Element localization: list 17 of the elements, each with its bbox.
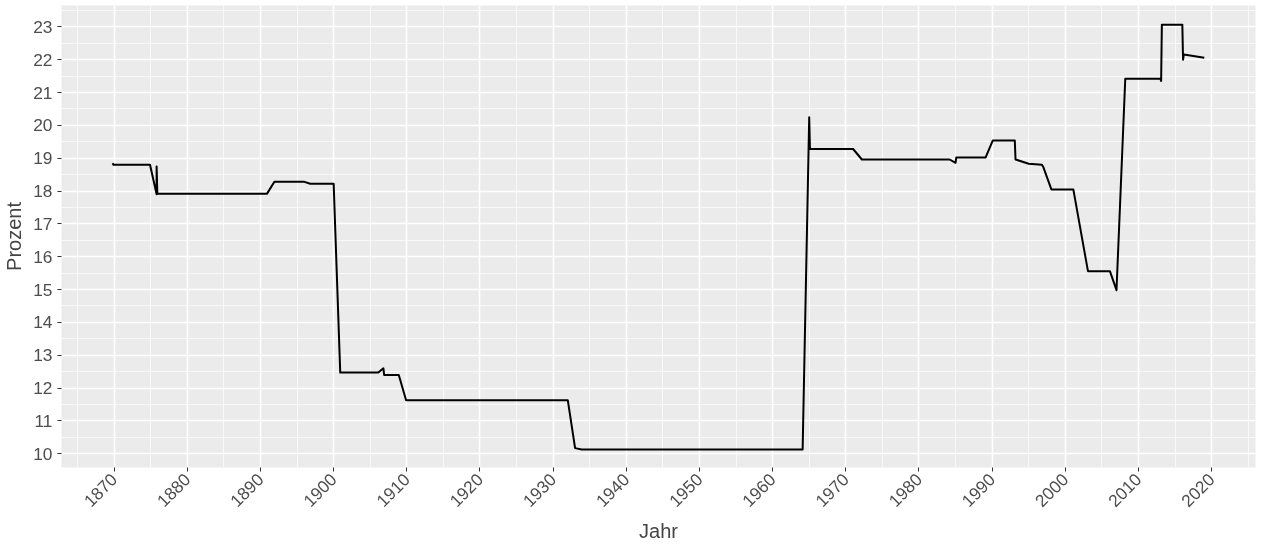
y-tick-label: 18 bbox=[33, 181, 53, 202]
y-tick-label: 17 bbox=[33, 213, 53, 234]
y-tick-label: 19 bbox=[33, 148, 53, 169]
y-tick-label: 22 bbox=[33, 49, 53, 70]
y-tick-label: 10 bbox=[33, 443, 53, 464]
y-tick-label: 12 bbox=[33, 378, 53, 399]
y-tick-label: 20 bbox=[33, 115, 53, 136]
x-axis-title: Jahr bbox=[639, 520, 679, 543]
y-axis-title: Prozent bbox=[3, 201, 26, 271]
y-tick-label: 11 bbox=[34, 410, 53, 431]
y-tick-label: 23 bbox=[33, 16, 53, 37]
y-tick-label: 13 bbox=[33, 345, 53, 366]
y-tick-label: 21 bbox=[33, 82, 53, 103]
y-tick-label: 16 bbox=[33, 246, 53, 267]
line-series bbox=[111, 23, 1206, 451]
y-tick-label: 14 bbox=[33, 312, 53, 333]
y-tick-label: 15 bbox=[33, 279, 53, 300]
